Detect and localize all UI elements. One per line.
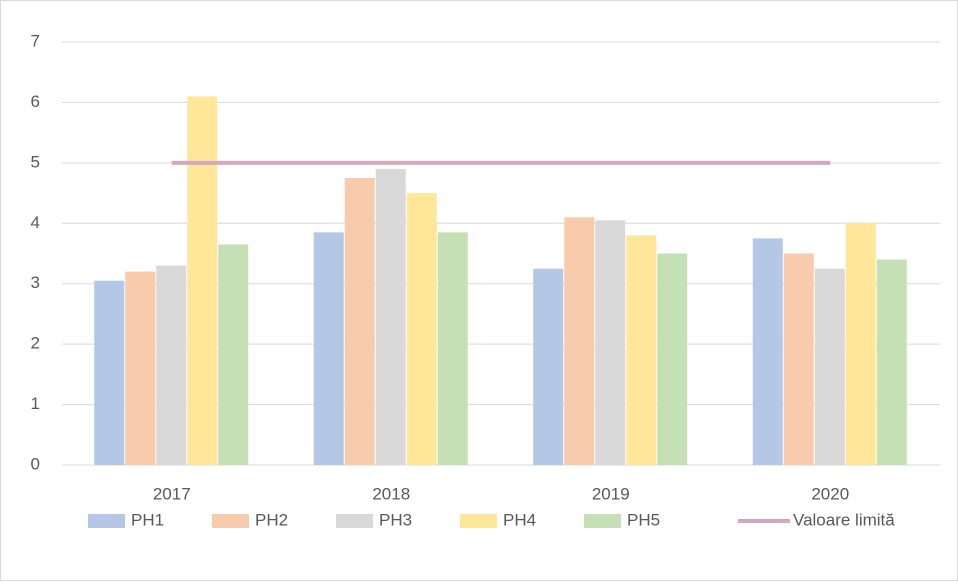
legend-swatch (336, 514, 373, 528)
bar (125, 271, 156, 465)
y-tick-label: 1 (31, 394, 40, 413)
y-tick-label: 0 (31, 454, 40, 473)
legend-label: PH3 (379, 510, 412, 529)
bar (876, 259, 907, 465)
y-tick-label: 2 (31, 334, 40, 353)
bar (595, 220, 626, 465)
bar (783, 253, 814, 465)
legend-label: PH2 (255, 510, 288, 529)
bar (156, 265, 187, 465)
bar (94, 280, 125, 465)
bar (626, 235, 657, 465)
bar (375, 168, 406, 465)
y-tick-label: 7 (31, 31, 40, 50)
legend-label: PH1 (131, 510, 164, 529)
x-tick-label: 2020 (811, 484, 849, 503)
legend-swatch (88, 514, 125, 528)
bar (406, 193, 437, 466)
x-tick-label: 2019 (592, 484, 630, 503)
legend-swatch (460, 514, 497, 528)
legend-swatch (584, 514, 621, 528)
bar (845, 223, 876, 465)
bar (344, 177, 375, 465)
bar (533, 268, 564, 465)
x-tick-label: 2018 (372, 484, 410, 503)
legend-label: PH4 (503, 510, 536, 529)
legend-label: PH5 (627, 510, 660, 529)
y-tick-label: 4 (31, 213, 40, 232)
bar (814, 268, 845, 465)
y-tick-label: 5 (31, 152, 40, 171)
bar (313, 232, 344, 465)
bar (218, 244, 249, 465)
bar (437, 232, 468, 465)
legend-swatch (212, 514, 249, 528)
x-tick-label: 2017 (153, 484, 191, 503)
bar (187, 96, 218, 465)
bar (752, 238, 783, 465)
y-tick-label: 6 (31, 92, 40, 111)
bar (657, 253, 688, 465)
bar (564, 217, 595, 465)
legend-label: Valoare limită (793, 510, 895, 529)
y-tick-label: 3 (31, 273, 40, 292)
